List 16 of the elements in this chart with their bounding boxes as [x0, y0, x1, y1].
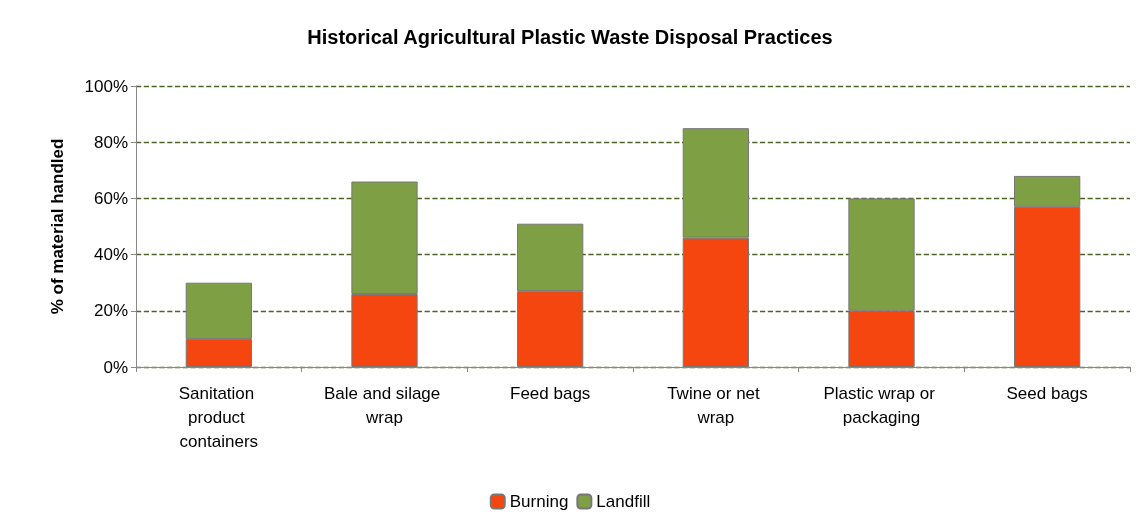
- chart-title: Historical Agricultural Plastic Waste Disposal Practices: [307, 26, 833, 48]
- x-tick-label: Bale and silage wrap: [324, 383, 445, 427]
- y-tick-label: 60%: [93, 188, 128, 208]
- y-axis-title: % of material handled: [48, 138, 67, 315]
- x-tick-label: Twine or net wrap: [667, 383, 765, 427]
- x-tick-label: Seed bags: [1006, 383, 1088, 403]
- x-tick-label: Feed bags: [509, 383, 591, 403]
- y-tick-label: 80%: [93, 132, 128, 152]
- y-tick-label: 100%: [84, 76, 128, 96]
- y-tick-label: 40%: [93, 245, 128, 265]
- y-tick-label: 0%: [103, 357, 128, 377]
- legend-label: Burning: [509, 492, 569, 511]
- y-tick-label: 20%: [93, 301, 128, 321]
- x-tick-label: Sanitation product containers: [178, 383, 260, 451]
- x-tick-label: Plastic wrap or packaging: [823, 383, 940, 427]
- legend-label: Landfill: [596, 492, 651, 511]
